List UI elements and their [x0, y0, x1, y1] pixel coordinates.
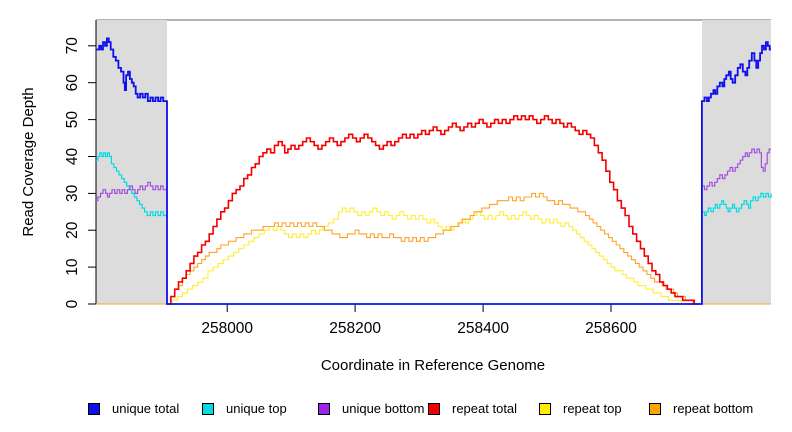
series-repeat-top	[167, 207, 691, 305]
y-tick-label: 50	[64, 111, 81, 129]
series-unique-bottom	[96, 181, 167, 202]
series-repeat-total	[167, 115, 699, 305]
plot-layer: 258000 258200 258400 258600 0 10 20 30 40 50 60 70	[64, 19, 772, 337]
series-unique-top	[96, 152, 167, 217]
x-tick-label: 258200	[329, 320, 381, 337]
x-tick-label: 258400	[457, 320, 509, 337]
series-repeat-bottom	[96, 192, 771, 305]
y-tick-label: 40	[64, 148, 81, 166]
series-unique-bottom	[701, 148, 771, 191]
y-tick-label: 60	[64, 74, 81, 92]
x-tick-label: 258000	[201, 320, 253, 337]
flank-shaded-region	[701, 20, 771, 304]
series-unique-total	[96, 37, 771, 305]
y-tick-label: 30	[64, 184, 81, 202]
series-unique-top	[701, 192, 772, 217]
x-axis-title: Coordinate in Reference Genome	[321, 357, 545, 374]
flank-shaded-region	[96, 20, 167, 304]
y-axis-title: Read Coverage Depth	[20, 87, 37, 236]
y-tick-label: 70	[64, 37, 81, 55]
y-tick-label: 20	[64, 221, 81, 239]
x-tick-label: 258600	[585, 320, 637, 337]
y-tick-label: 0	[64, 299, 81, 308]
y-tick-label: 10	[64, 258, 81, 276]
